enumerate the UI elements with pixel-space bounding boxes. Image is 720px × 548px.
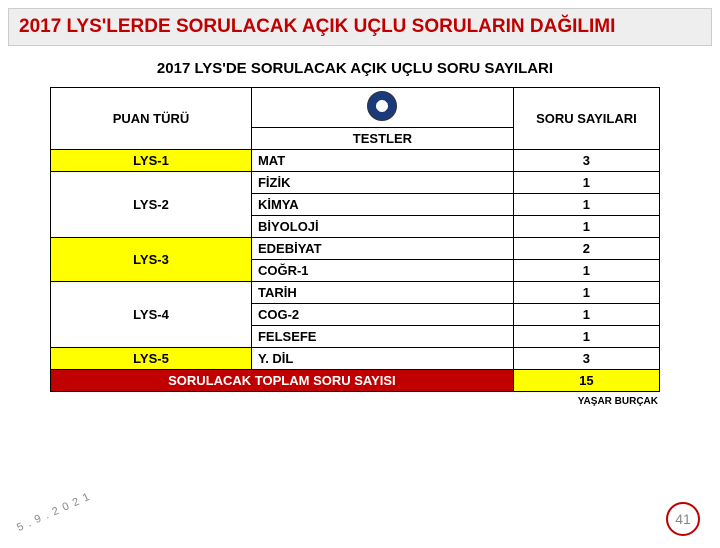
header-sayi: SORU SAYILARI bbox=[513, 87, 659, 149]
test-cell: COG-2 bbox=[251, 303, 513, 325]
sayi-cell: 2 bbox=[513, 237, 659, 259]
logo-icon bbox=[367, 91, 397, 121]
puan-cell: LYS-1 bbox=[51, 149, 252, 171]
table-row: LYS-3EDEBİYAT2 bbox=[51, 237, 660, 259]
sayi-cell: 1 bbox=[513, 325, 659, 347]
test-cell: TARİH bbox=[251, 281, 513, 303]
test-cell: FİZİK bbox=[251, 171, 513, 193]
sayi-cell: 1 bbox=[513, 281, 659, 303]
puan-cell: LYS-5 bbox=[51, 347, 252, 369]
sayi-cell: 1 bbox=[513, 215, 659, 237]
test-cell: Y. DİL bbox=[251, 347, 513, 369]
data-table: PUAN TÜRÜSORU SAYILARITESTLERLYS-1MAT3LY… bbox=[50, 87, 660, 392]
page-number-badge: 41 bbox=[666, 502, 700, 536]
test-cell: KİMYA bbox=[251, 193, 513, 215]
inner-title: 2017 LYS'DE SORULACAK AÇIK UÇLU SORU SAY… bbox=[50, 54, 660, 87]
test-cell: EDEBİYAT bbox=[251, 237, 513, 259]
table-row: LYS-2FİZİK1 bbox=[51, 171, 660, 193]
sayi-cell: 1 bbox=[513, 171, 659, 193]
author-label: YAŞAR BURÇAK bbox=[50, 392, 660, 407]
sayi-cell: 1 bbox=[513, 259, 659, 281]
sayi-cell: 3 bbox=[513, 347, 659, 369]
test-cell: BİYOLOJİ bbox=[251, 215, 513, 237]
sayi-cell: 3 bbox=[513, 149, 659, 171]
total-value: 15 bbox=[513, 369, 659, 391]
footer-date: 5 . 9 . 2 0 2 1 bbox=[15, 491, 92, 534]
total-label: SORULACAK TOPLAM SORU SAYISI bbox=[51, 369, 514, 391]
table-row: LYS-4TARİH1 bbox=[51, 281, 660, 303]
puan-cell: LYS-3 bbox=[51, 237, 252, 281]
puan-cell: LYS-4 bbox=[51, 281, 252, 347]
puan-cell: LYS-2 bbox=[51, 171, 252, 237]
content-area: 2017 LYS'DE SORULACAK AÇIK UÇLU SORU SAY… bbox=[0, 50, 720, 407]
header-puan: PUAN TÜRÜ bbox=[51, 87, 252, 149]
slide-title: 2017 LYS'LERDE SORULACAK AÇIK UÇLU SORUL… bbox=[8, 8, 712, 46]
table-row: LYS-1MAT3 bbox=[51, 149, 660, 171]
header-test: TESTLER bbox=[251, 127, 513, 149]
test-cell: COĞR-1 bbox=[251, 259, 513, 281]
total-row: SORULACAK TOPLAM SORU SAYISI15 bbox=[51, 369, 660, 391]
sayi-cell: 1 bbox=[513, 193, 659, 215]
sayi-cell: 1 bbox=[513, 303, 659, 325]
logo-cell bbox=[251, 87, 513, 127]
test-cell: FELSEFE bbox=[251, 325, 513, 347]
table-row: LYS-5Y. DİL3 bbox=[51, 347, 660, 369]
test-cell: MAT bbox=[251, 149, 513, 171]
